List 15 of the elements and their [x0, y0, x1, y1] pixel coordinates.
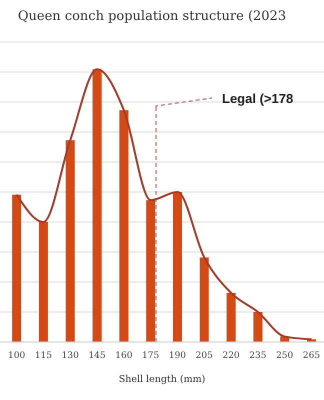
- x-tick-label: 235: [249, 351, 267, 361]
- x-tick-label: 205: [196, 351, 214, 361]
- x-tick-label: 115: [34, 351, 52, 361]
- x-tick-label: 160: [115, 351, 133, 361]
- x-tick-label: 265: [302, 351, 320, 361]
- x-tick-label: 220: [222, 351, 240, 361]
- x-tick-label: 130: [62, 351, 80, 361]
- x-tick-label: 175: [142, 351, 160, 361]
- x-tick-label: 250: [276, 351, 294, 361]
- ref-line-label: Legal (>178: [222, 91, 294, 106]
- x-tick-label: 190: [168, 351, 186, 361]
- x-tick-label: 100: [8, 351, 26, 361]
- x-tick-label: 145: [88, 351, 106, 361]
- x-axis-title: Shell length (mm): [118, 374, 206, 385]
- chart-title: Queen conch population structure (2023: [18, 9, 286, 24]
